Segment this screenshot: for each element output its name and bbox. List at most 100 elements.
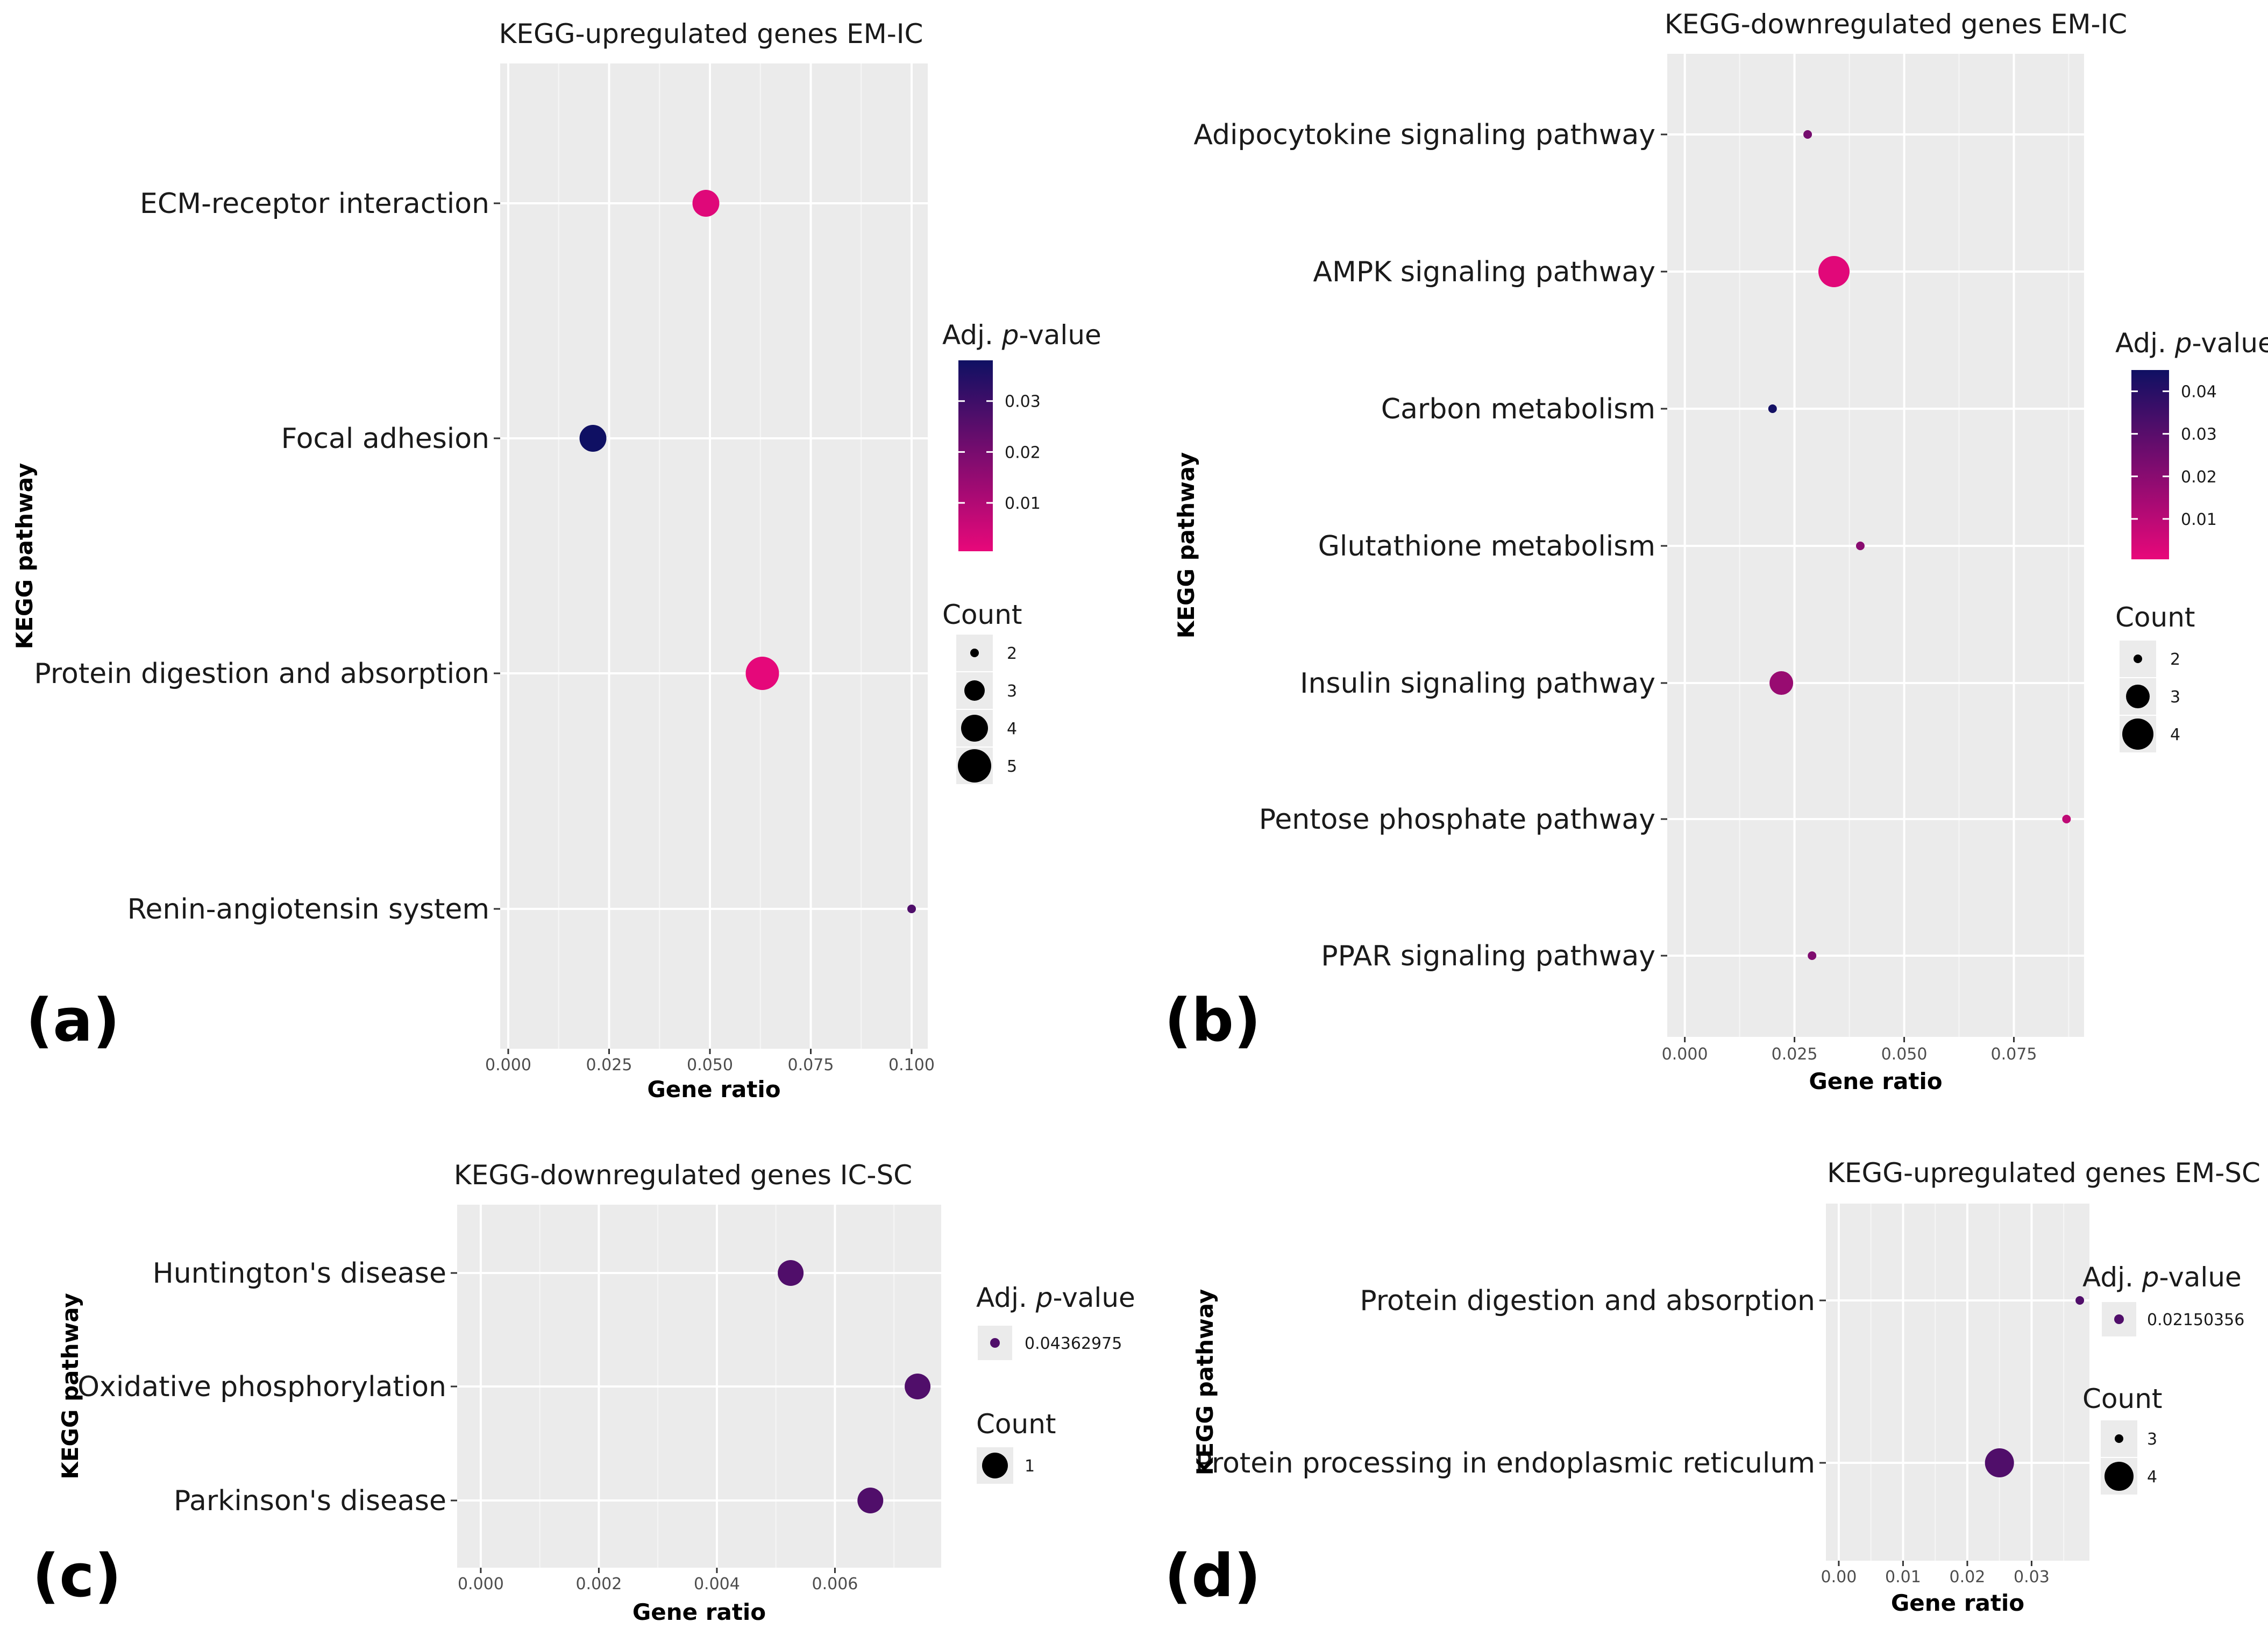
panel-3: 0.000 0.002 0.004 0.006 Huntington's disease…	[32, 1160, 1135, 1625]
size-legend: Count 1	[976, 1409, 1056, 1484]
color-legend: Adj. p-value 0.03 0.02 0.01	[942, 319, 1101, 551]
color-bar-label: 0.01	[1005, 494, 1041, 513]
size-legend-title: Count	[942, 599, 1022, 630]
x-tick-label: 0.004	[694, 1575, 740, 1594]
point-oxidative-phosphorylation[interactable]	[905, 1374, 931, 1399]
size-legend-label: 3	[1007, 682, 1017, 701]
panel-label: (b)	[1164, 986, 1261, 1055]
color-legend-label: 0.04362975	[1025, 1334, 1122, 1353]
x-tick-label: 0.02	[1950, 1568, 1986, 1587]
chart-title: KEGG-upregulated genes EM-IC	[499, 18, 923, 49]
point-renin-angiotensin-system[interactable]	[907, 905, 916, 913]
y-axis-title: KEGG pathway	[57, 1293, 83, 1479]
x-tick-label: 0.050	[687, 1056, 733, 1075]
x-tick-label: 0.03	[2014, 1568, 2050, 1587]
panel-label: (a)	[26, 986, 120, 1055]
chart-title: KEGG-downregulated genes IC-SC	[454, 1160, 912, 1191]
size-legend-label: 4	[2170, 726, 2180, 744]
x-tick-label: 0.050	[1881, 1045, 1928, 1064]
point-ppar-signaling-pathway[interactable]	[1808, 951, 1817, 960]
y-tick-label-protein-digestion-and-absorption: Protein digestion and absorption	[34, 658, 489, 690]
color-legend: Adj. p-value 0.04 0.03 0.02 0.01	[2115, 328, 2268, 559]
y-tick-label-ecm-receptor-interaction: ECM-receptor interaction	[140, 188, 489, 220]
point-glutathione-metabolism[interactable]	[1855, 542, 1865, 550]
color-bar-label: 0.02	[2181, 468, 2217, 487]
y-tick-label-protein-processing-in-endoplasmic-reticulum: Protein processing in endoplasmic reticu…	[1195, 1447, 1815, 1480]
size-legend-title: Count	[2082, 1383, 2163, 1414]
point-focal-adhesion[interactable]	[579, 425, 607, 452]
point-huntington-s-disease[interactable]	[778, 1260, 804, 1286]
color-bar-label: 0.03	[2181, 425, 2217, 444]
point-pentose-phosphate-pathway[interactable]	[2062, 815, 2071, 823]
point-protein-processing-in-endoplasmic-reticulum[interactable]	[1985, 1448, 2014, 1477]
color-legend-label: 0.02150356	[2147, 1311, 2244, 1329]
point-ecm-receptor-interaction[interactable]	[692, 190, 720, 217]
size-legend-key	[2105, 1462, 2134, 1491]
point-parkinson-s-disease[interactable]	[857, 1488, 884, 1513]
legend-key-point	[990, 1338, 1000, 1348]
panel-2: 0.000 0.025 0.050 0.075 Adipocytokine signal…	[1164, 9, 2268, 1094]
y-axis-title: KEGG pathway	[11, 463, 38, 649]
x-tick-label: 0.025	[1772, 1045, 1818, 1064]
y-tick-label-adipocytokine-signaling-pathway: Adipocytokine signaling pathway	[1193, 119, 1655, 151]
y-tick-label-carbon-metabolism: Carbon metabolism	[1381, 393, 1655, 425]
size-legend: Count 2 3 4 5	[942, 599, 1022, 784]
color-legend-title: Adj. p-value	[976, 1282, 1135, 1313]
x-tick-label: 0.100	[888, 1056, 935, 1075]
y-axis-title: KEGG pathway	[1173, 452, 1199, 638]
x-tick-label: 0.025	[586, 1056, 632, 1075]
x-axis-title: Gene ratio	[1891, 1590, 2024, 1616]
x-tick-label: 0.01	[1885, 1568, 1921, 1587]
y-tick-label-oxidative-phosphorylation: Oxidative phosphorylation	[77, 1371, 446, 1403]
size-legend-key	[970, 649, 979, 657]
color-legend-title: Adj. p-value	[2115, 328, 2268, 359]
size-legend-label: 4	[2147, 1468, 2157, 1486]
size-legend-key	[2115, 1434, 2123, 1443]
size-legend-key	[2126, 685, 2150, 708]
color-legend-title: Adj. p-value	[2082, 1262, 2242, 1293]
color-bar	[958, 360, 993, 551]
size-legend: Count 3 4	[2082, 1383, 2163, 1495]
color-legend: Adj. p-value 0.02150356	[2082, 1262, 2244, 1336]
x-axis-title: Gene ratio	[647, 1076, 780, 1103]
size-legend: Count 2 3 4	[2115, 602, 2195, 752]
x-tick-label: 0.000	[458, 1575, 504, 1594]
panel-label: (c)	[32, 1541, 122, 1610]
y-tick-label-renin-angiotensin-system: Renin-angiotensin system	[127, 893, 489, 926]
y-tick-label-pentose-phosphate-pathway: Pentose phosphate pathway	[1259, 803, 1655, 836]
plot-area	[1826, 1204, 2089, 1561]
color-legend-title: Adj. p-value	[942, 319, 1101, 351]
x-axis-title: Gene ratio	[632, 1599, 766, 1625]
color-legend: Adj. p-value 0.04362975	[976, 1282, 1135, 1360]
size-legend-label: 1	[1025, 1457, 1035, 1476]
x-tick-label: 0.075	[1991, 1045, 2037, 1064]
point-adipocytokine-signaling-pathway[interactable]	[1803, 130, 1812, 139]
size-legend-key	[982, 1453, 1008, 1478]
y-tick-label-protein-digestion-and-absorption: Protein digestion and absorption	[1360, 1285, 1815, 1317]
plot-area	[500, 63, 928, 1049]
y-tick-label-huntington-s-disease: Huntington's disease	[153, 1257, 446, 1290]
point-insulin-signaling-pathway[interactable]	[1769, 671, 1794, 695]
panel-4: 0.00 0.01 0.02 0.03 Protein digestion and ab…	[1164, 1157, 2260, 1616]
x-tick-label: 0.075	[788, 1056, 834, 1075]
size-legend-label: 5	[1007, 757, 1017, 776]
y-tick-label-focal-adhesion: Focal adhesion	[281, 423, 489, 455]
x-tick-label: 0.00	[1821, 1568, 1857, 1587]
size-legend-key	[958, 749, 991, 783]
x-axis-title: Gene ratio	[1809, 1068, 1942, 1094]
chart-title: KEGG-downregulated genes EM-IC	[1665, 9, 2127, 40]
point-ampk-signaling-pathway[interactable]	[1818, 256, 1850, 287]
y-tick-label-insulin-signaling-pathway: Insulin signaling pathway	[1300, 667, 1655, 700]
color-bar-label: 0.01	[2181, 510, 2217, 529]
point-protein-digestion-and-absorption[interactable]	[2075, 1296, 2085, 1305]
point-protein-digestion-and-absorption[interactable]	[745, 657, 779, 690]
size-legend-title: Count	[2115, 602, 2195, 633]
panel-label: (d)	[1164, 1541, 1261, 1610]
y-tick-label-ppar-signaling-pathway: PPAR signaling pathway	[1321, 940, 1655, 972]
size-legend-label: 2	[1007, 644, 1017, 663]
size-legend-title: Count	[976, 1409, 1056, 1440]
size-legend-label: 3	[2147, 1430, 2157, 1449]
y-axis-title: KEGG pathway	[1192, 1289, 1218, 1475]
y-tick-label-glutathione-metabolism: Glutathione metabolism	[1318, 530, 1655, 563]
point-carbon-metabolism[interactable]	[1768, 404, 1777, 413]
